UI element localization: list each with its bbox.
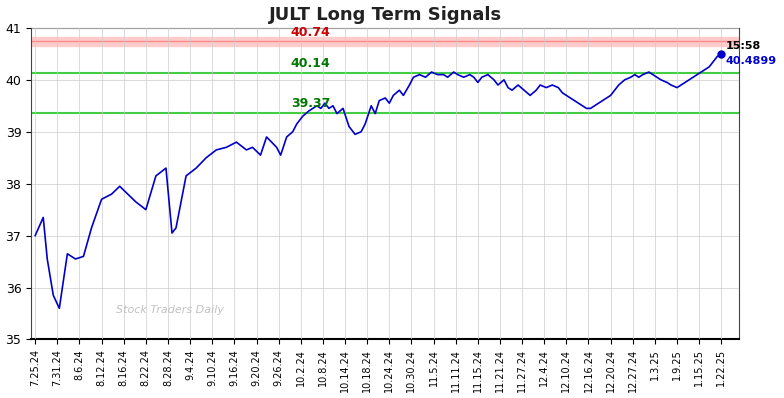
Text: 40.4899: 40.4899 [725, 57, 776, 66]
Text: 40.74: 40.74 [291, 26, 330, 39]
Text: Stock Traders Daily: Stock Traders Daily [116, 304, 224, 314]
Text: 39.37: 39.37 [291, 98, 330, 111]
Text: 40.14: 40.14 [291, 57, 330, 70]
Bar [31, 37, 739, 46]
Text: 15:58: 15:58 [725, 41, 760, 51]
Title: JULT Long Term Signals: JULT Long Term Signals [269, 6, 502, 23]
